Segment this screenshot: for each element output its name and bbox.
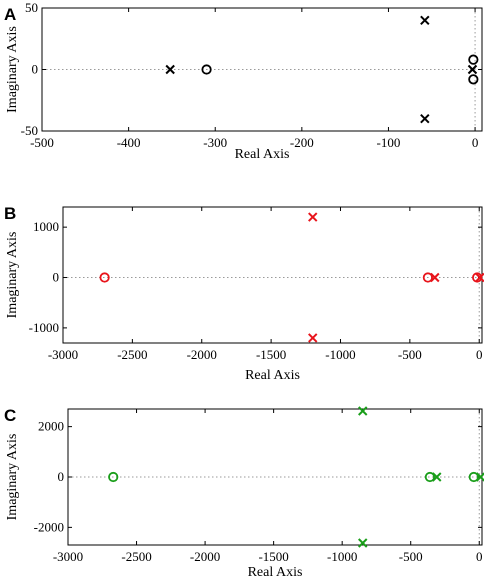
x-tick-label: -1000 [327,549,357,564]
panel-label: B [4,204,16,223]
panel-label: A [4,5,16,24]
x-tick-label: -2000 [187,347,217,362]
x-tick-label: -500 [398,347,422,362]
x-tick-label: -3000 [53,549,83,564]
y-axis-label: Imaginary Axis [5,26,20,113]
x-tick-label: -2500 [117,347,147,362]
x-tick-label: -200 [290,135,314,150]
pole-stroke [358,538,368,548]
plot-frame [62,206,483,344]
x-tick-label: 0 [476,549,483,564]
pole-marker [467,64,478,75]
x-tick-label: 0 [476,347,483,362]
x-tick-label: -500 [399,549,423,564]
y-tick-label: 0 [58,469,65,484]
y-tick-label: 50 [25,0,38,15]
panel-b: -3000 -2500 -2000 -1500 -1000 -500 0 -1000 0 1000… [4,204,484,383]
y-tick-label: -2000 [34,519,64,534]
pole-marker [358,538,368,548]
pole-marker [475,272,484,283]
pole-marker [420,15,430,26]
x-tick-label: -2500 [121,549,151,564]
zero-marker [99,272,110,283]
zero-marker [468,74,479,85]
pole-marker [308,212,318,222]
panel-c: -3000 -2500 -2000 -1500 -1000 -500 0 -2000 0 2000… [4,406,484,580]
x-tick-label: 0 [472,135,479,150]
y-tick-label: 0 [53,270,60,285]
x-tick-label: -300 [203,135,227,150]
pole-stroke [475,272,484,283]
zero-marker [108,471,119,483]
y-axis-label: Imaginary Axis [5,232,20,319]
x-tick-label: -1500 [256,347,286,362]
y-axis-label: Imaginary Axis [5,434,20,521]
zero-marker [424,471,436,483]
pole-marker [420,113,430,124]
pole-marker [165,64,175,75]
zero-marker [468,471,479,483]
y-tick-label: 1000 [33,219,59,234]
zero-marker [422,272,433,283]
zero-marker [468,54,479,65]
panel-label: C [4,406,16,425]
pole-stroke [420,15,430,26]
pole-stroke [358,406,368,416]
zero-marker [472,272,483,283]
x-tick-label: -500 [30,135,54,150]
pole-stroke [308,212,318,222]
x-tick-label: -400 [117,135,141,150]
pole-stroke [308,333,318,343]
pole-stroke [165,64,175,75]
x-axis-label: Real Axis [245,368,300,383]
x-axis-label: Real Axis [248,565,303,580]
pole-marker [358,406,368,416]
y-tick-label: -1000 [29,320,59,335]
x-axis-label: Real Axis [235,147,290,162]
pole-marker [308,333,318,343]
y-tick-label: 0 [32,62,39,77]
x-tick-label: -1000 [325,347,355,362]
pole-stroke [467,64,478,75]
plot-frame [67,408,483,546]
x-tick-label: -1500 [258,549,288,564]
x-tick-label: -100 [377,135,401,150]
y-tick-label: 2000 [38,419,64,434]
pole-stroke [420,113,430,124]
y-tick-label: -50 [21,123,38,138]
x-tick-label: -2000 [190,549,220,564]
x-tick-label: -3000 [48,347,78,362]
zero-marker [201,64,212,75]
